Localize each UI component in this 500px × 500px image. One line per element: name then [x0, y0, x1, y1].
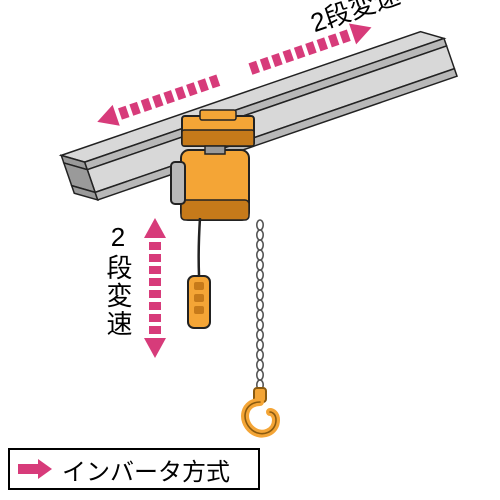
- legend-text: インバータ方式: [62, 452, 230, 487]
- hoist-diagram: [0, 0, 500, 500]
- i-beam: [51, 0, 457, 206]
- legend-box: インバータ方式: [8, 448, 260, 490]
- trolley: [182, 110, 254, 146]
- vertical-speed-arrow: [144, 218, 166, 358]
- hook: [245, 388, 276, 434]
- pendant-control: [188, 276, 210, 328]
- load-chain: [257, 220, 263, 390]
- pendant-cable: [199, 218, 200, 275]
- side-speed-text: 2段変速: [100, 222, 137, 338]
- hoist-body: [171, 146, 249, 220]
- side-speed-label: 2段変速: [100, 222, 137, 343]
- legend-arrow-icon: [18, 457, 52, 481]
